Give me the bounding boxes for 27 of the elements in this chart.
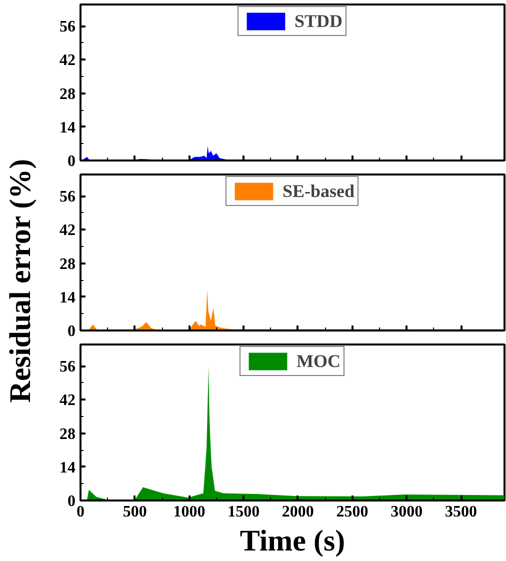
y-tick-label: 56 (60, 188, 76, 206)
y-tick-label: 42 (60, 222, 76, 240)
x-axis-title: Time (s) (240, 524, 346, 558)
legend-label: MOC (296, 350, 340, 372)
y-tick-label: 28 (60, 256, 76, 273)
x-tick-label: 500 (122, 504, 147, 520)
x-tick-label: 2500 (336, 504, 368, 520)
y-tick-label: 0 (68, 153, 76, 170)
y-tick-label: 56 (60, 358, 76, 376)
legend-label: SE-based (282, 180, 355, 202)
y-tick-label: 42 (60, 392, 76, 410)
x-tick-label: 1000 (173, 504, 206, 520)
y-tick-label: 14 (60, 459, 76, 476)
x-tick-label: 1500 (228, 504, 260, 520)
x-tick-label: 3000 (390, 504, 423, 520)
x-tick-label: 3500 (445, 504, 478, 520)
y-tick-label: 28 (60, 86, 76, 103)
y-tick-label: 42 (60, 52, 76, 70)
legend-label: STDD (294, 10, 343, 32)
y-tick-label: 56 (60, 18, 76, 36)
y-tick-label: 0 (68, 323, 76, 340)
y-tick-label: 14 (60, 289, 76, 306)
y-tick-label: 28 (60, 426, 76, 443)
y-tick-label: 0 (68, 493, 76, 510)
y-axis-title: Residual error (%) (4, 158, 37, 403)
y-tick-label: 14 (60, 119, 76, 136)
x-tick-label: 2000 (282, 504, 314, 520)
